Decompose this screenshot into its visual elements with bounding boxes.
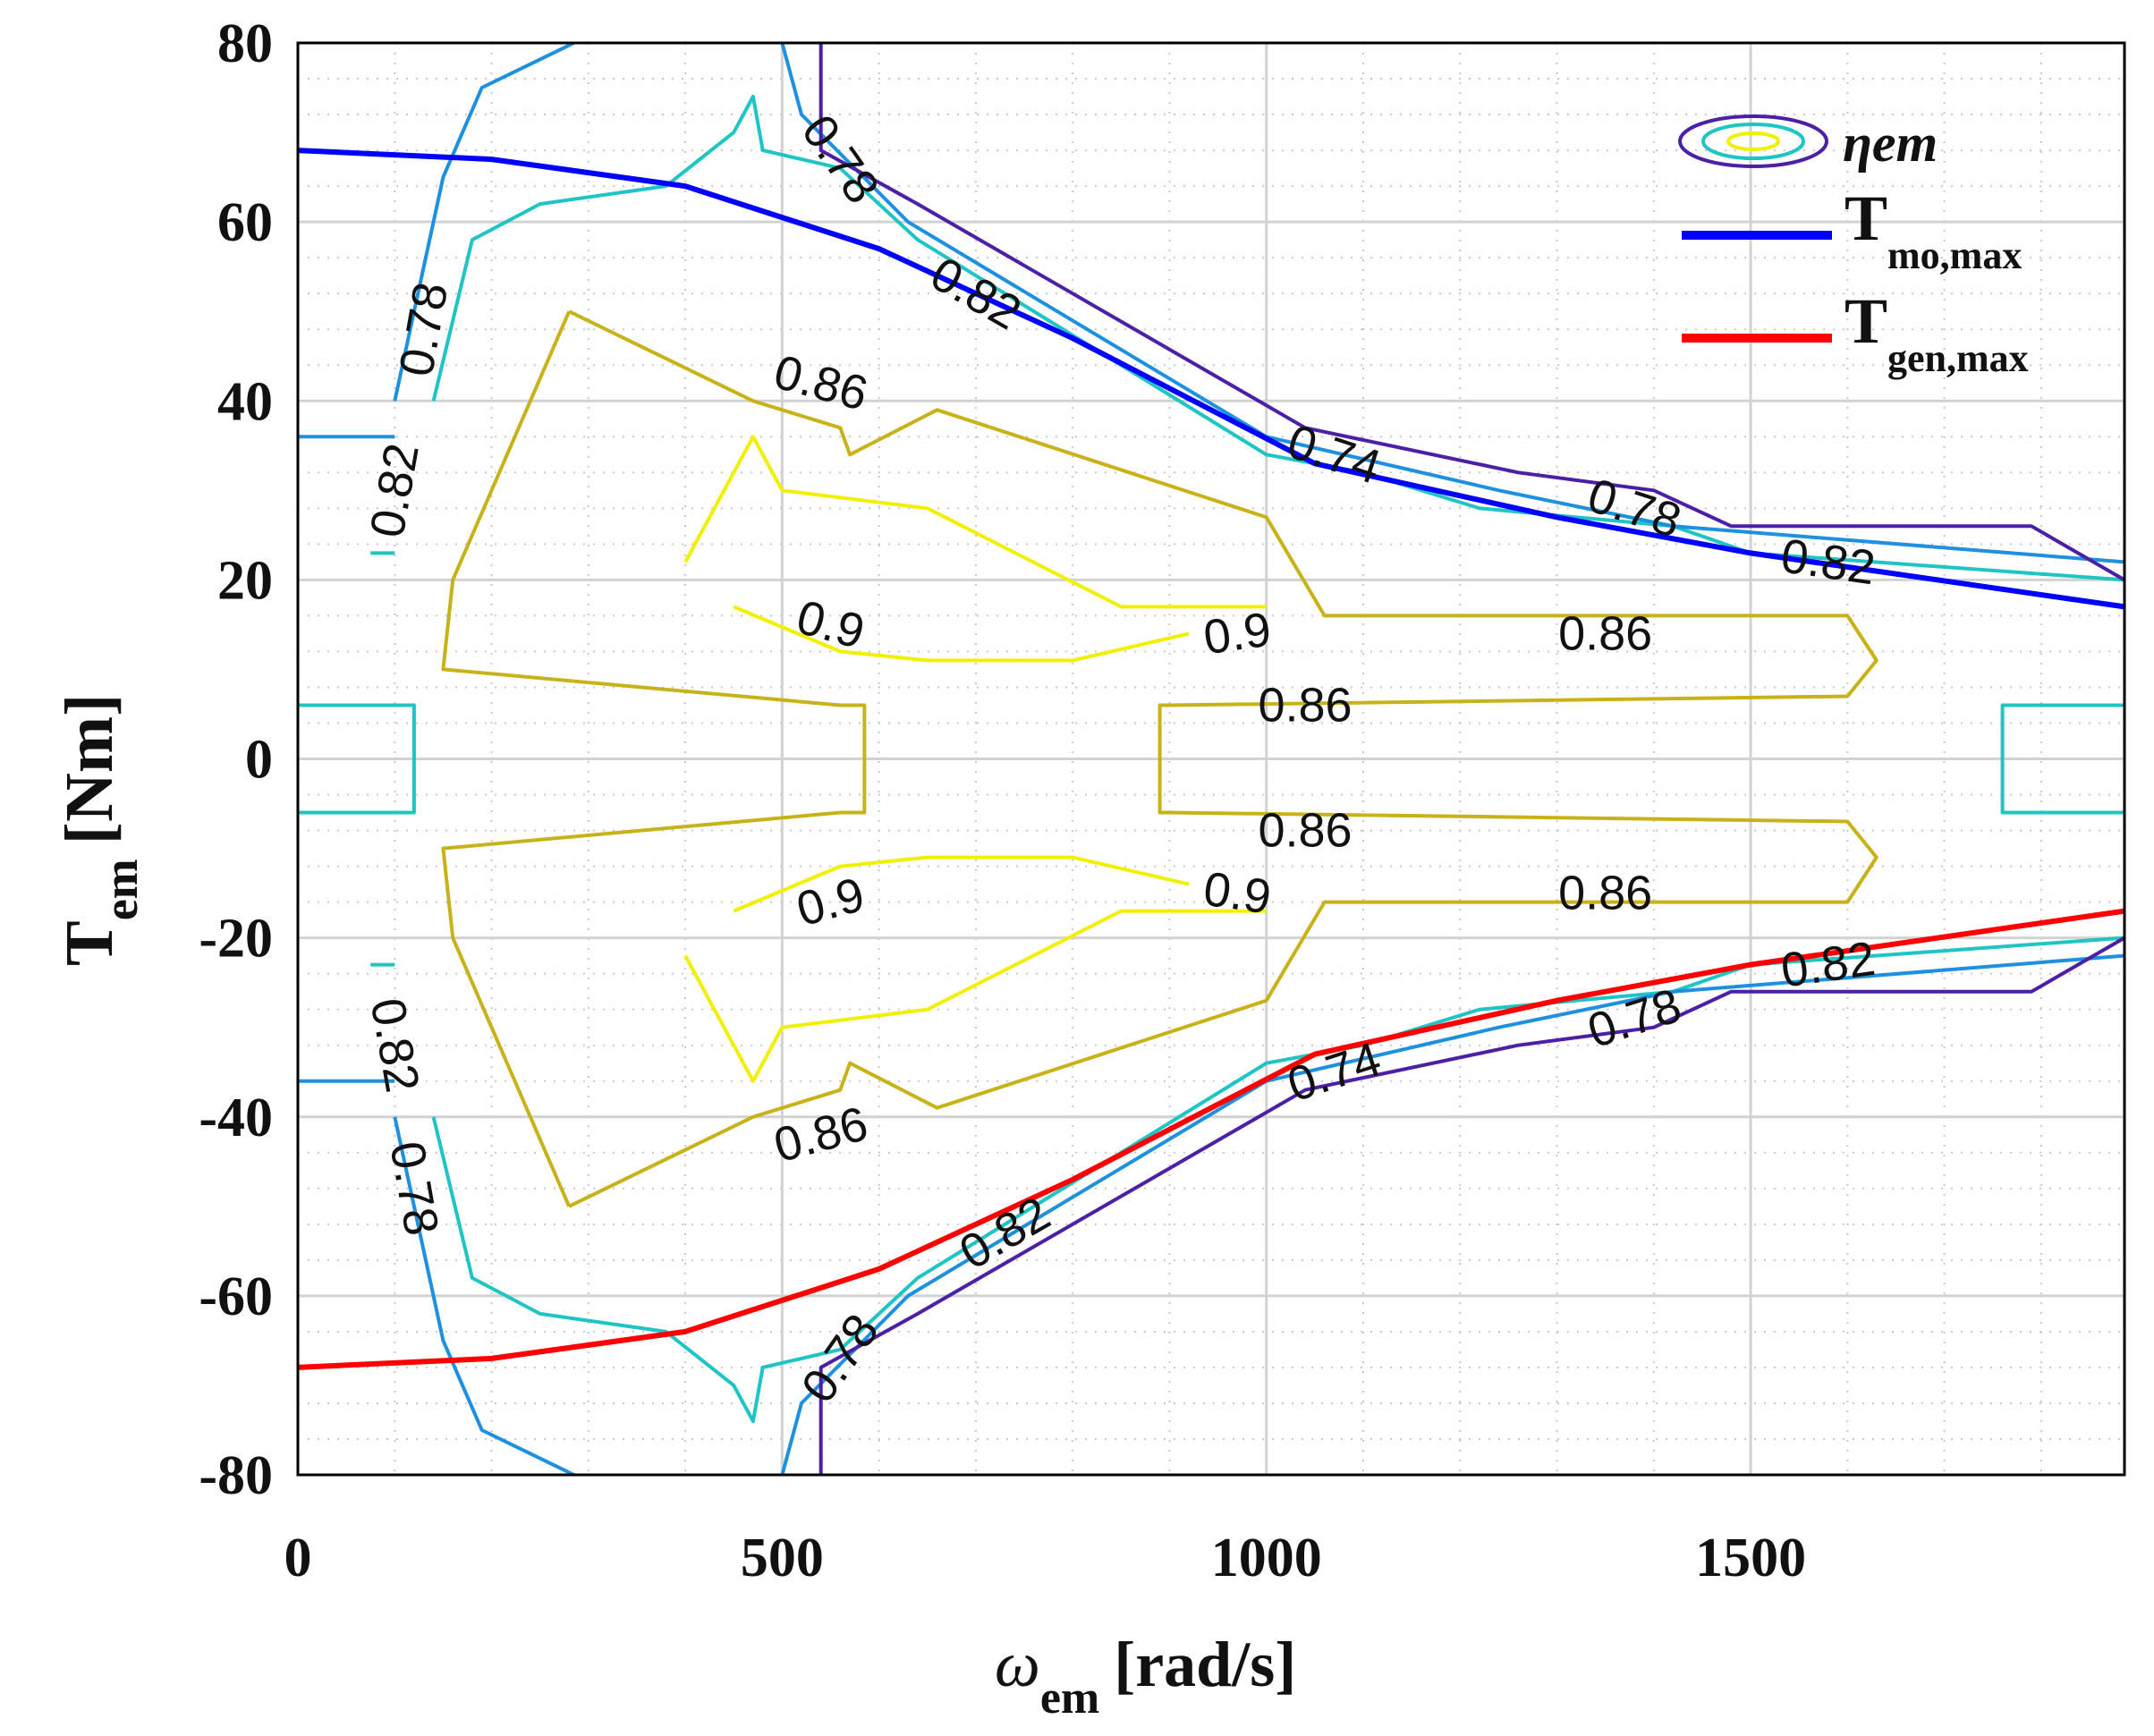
- y-axis-symbol: T: [52, 920, 127, 966]
- contour-label: 0.86: [1558, 867, 1652, 920]
- legend-tmo-sub: mo,max: [1887, 233, 2022, 277]
- contour-line-0_78: [393, 41, 575, 402]
- contour-label: 0.86: [1558, 606, 1652, 660]
- y-tick-label: 80: [217, 13, 273, 74]
- x-tick-label: 1000: [1211, 1528, 1322, 1588]
- contour-line-0_9: [683, 435, 1267, 609]
- contour-line-0_82: [431, 936, 2125, 1423]
- y-tick-label: 20: [217, 550, 273, 611]
- y-tick-label: -40: [199, 1088, 273, 1148]
- contour-line-0_86: [568, 309, 1878, 1208]
- x-axis-symbol: ω: [995, 1629, 1040, 1700]
- y-tick-label: 40: [217, 371, 273, 432]
- legend: ηem Tmo,max Tgen,max: [1678, 114, 2029, 380]
- contour-line-0_82: [431, 95, 2125, 582]
- legend-tgen-name: T: [1844, 285, 1887, 357]
- contour-label: 0.82: [1777, 932, 1878, 998]
- y-tick-label: -60: [199, 1266, 273, 1327]
- contour-line-0_74: [818, 43, 2126, 582]
- contour-label: 0.9: [1200, 862, 1275, 925]
- tgen-max-curve: [297, 908, 2125, 1370]
- contour-label: 0.86: [1258, 804, 1352, 858]
- legend-tgen-label: Tgen,max: [1844, 285, 2029, 380]
- x-tick-labels: 0 500 1000 1500: [284, 1528, 1807, 1588]
- x-axis-subscript: em: [1040, 1672, 1099, 1723]
- contour-label: 0.86: [1258, 678, 1352, 732]
- y-tick-labels: 80 60 40 20 0 -20 -40 -60 -80: [199, 13, 273, 1506]
- contour-label: 0.9: [1200, 602, 1275, 665]
- y-axis-subscript: em: [94, 859, 148, 920]
- x-axis-unit: [rad/s]: [1114, 1629, 1296, 1700]
- y-axis-unit: [Nm]: [52, 694, 127, 845]
- legend-tgen-sub: gen,max: [1887, 336, 2029, 380]
- y-tick-label: 60: [217, 192, 273, 253]
- legend-tmo-label: Tmo,max: [1844, 182, 2022, 277]
- contour-line-0_82: [2000, 703, 2124, 815]
- legend-contour-icon: [1678, 114, 1828, 168]
- torque-limit-curves: [297, 148, 2125, 1370]
- contour-label: 0.82: [1777, 529, 1878, 595]
- contour-line-0_9: [733, 855, 1190, 913]
- tmo-max-curve: [297, 148, 2125, 610]
- plot-frame: [296, 41, 2126, 1477]
- x-tick-label: 500: [741, 1528, 824, 1588]
- x-axis-label: ωem [rad/s]: [995, 1629, 1296, 1723]
- contour-line-0_9: [683, 909, 1267, 1083]
- y-tick-label: 0: [245, 730, 273, 791]
- legend-eta-label: ηem: [1843, 114, 1938, 173]
- legend-tmo-name: T: [1844, 182, 1887, 254]
- x-tick-label: 1500: [1695, 1528, 1806, 1588]
- y-tick-label: -20: [199, 909, 273, 970]
- contour-line-0_9: [733, 605, 1190, 663]
- y-axis-label: Tem [Nm]: [52, 694, 148, 966]
- contour-line-0_82: [298, 703, 416, 815]
- y-tick-label: -80: [199, 1445, 273, 1506]
- contour-line-0_78: [393, 1116, 575, 1477]
- x-tick-label: 0: [284, 1528, 312, 1588]
- contour-line-0_74: [818, 936, 2126, 1475]
- major-grid: [298, 43, 2124, 1475]
- contour-line-0_86: [441, 310, 867, 1207]
